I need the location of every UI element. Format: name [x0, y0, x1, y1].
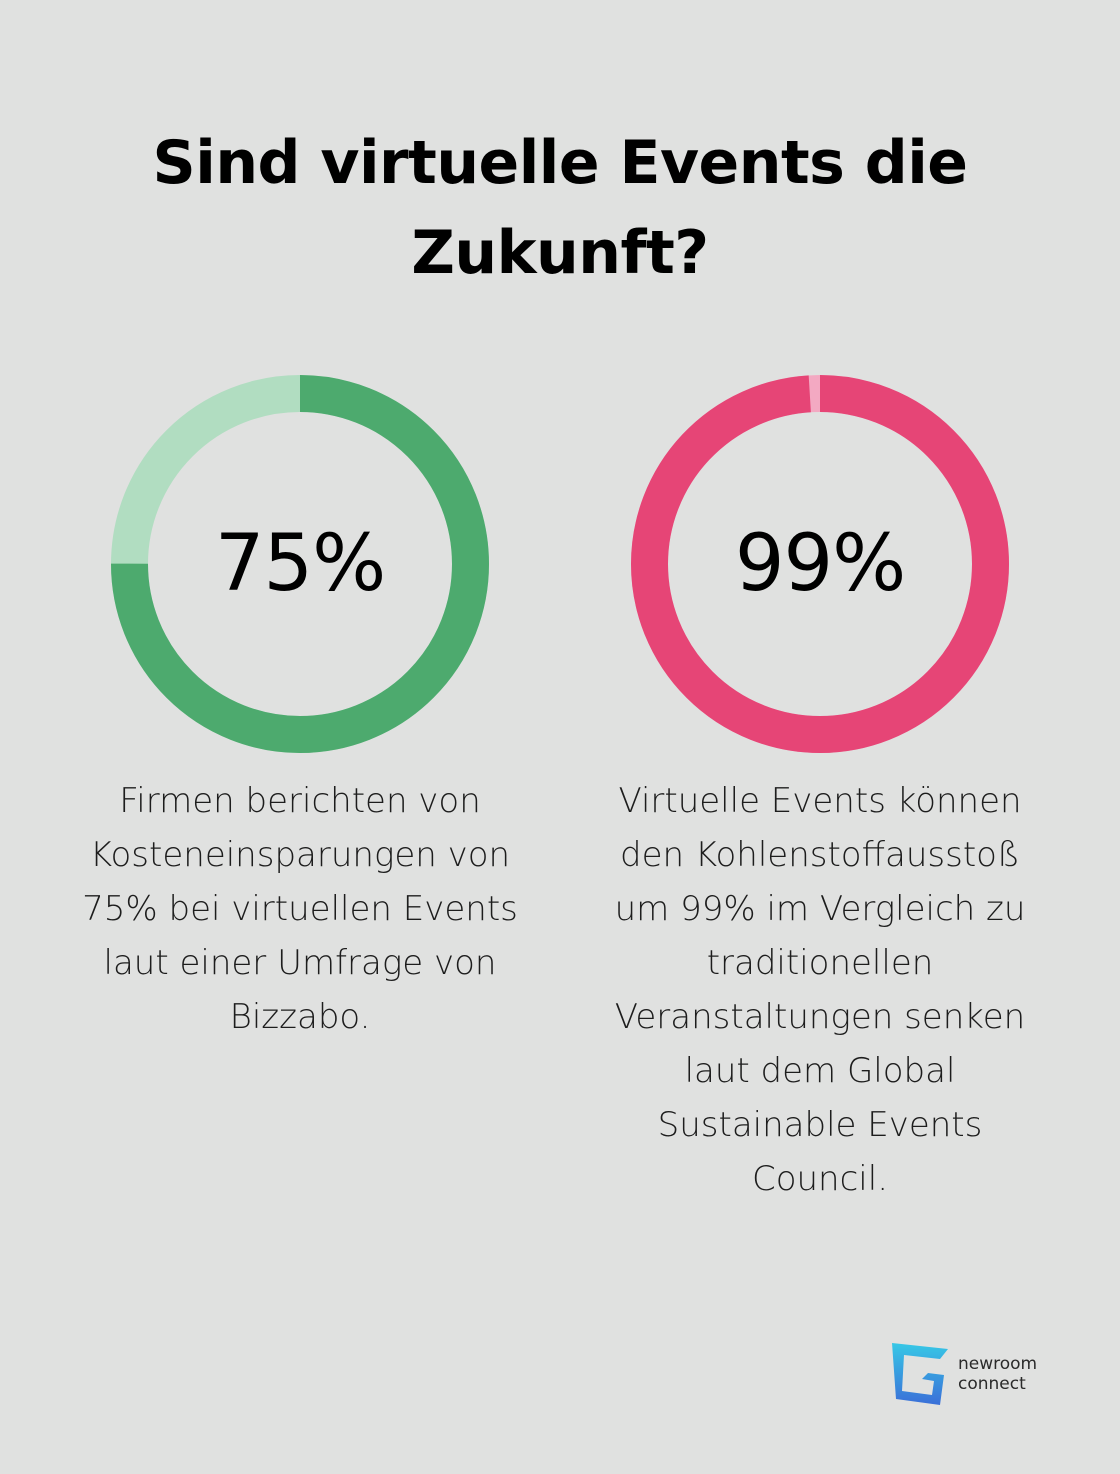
donut-value-segment [111, 375, 489, 753]
page-title: Sind virtuelle Events die Zukunft? [152, 128, 968, 288]
donut-value-segment [631, 375, 1009, 753]
brand-wordmark-line-2: connect [958, 1374, 1026, 1394]
stat-caption: Virtuelle Events können den Kohlenstoffa… [614, 781, 1026, 1199]
newroom-connect-logo-icon [892, 1343, 948, 1405]
donut-chart-svg [631, 375, 1009, 753]
donut-chart: 99% [630, 374, 1010, 754]
brand-wordmark-line-1: newroom [958, 1354, 1038, 1374]
stat-card-carbon-reduction: 99% Virtuelle Events können den Kohlenst… [600, 374, 1040, 1206]
stat-card-cost-savings: 75% Firmen berichten von Kosteneinsparun… [80, 374, 520, 1044]
brand-logo: newroom connect [886, 1338, 1066, 1410]
brand-wordmark: newroom connect [958, 1354, 1037, 1394]
stat-caption: Firmen berichten von Kosteneinsparungen … [82, 781, 518, 1037]
donut-value-label: 75% [214, 519, 386, 609]
donut-chart-svg [111, 375, 489, 753]
donut-chart: 75% [110, 374, 490, 754]
donut-value-label: 99% [734, 519, 906, 609]
